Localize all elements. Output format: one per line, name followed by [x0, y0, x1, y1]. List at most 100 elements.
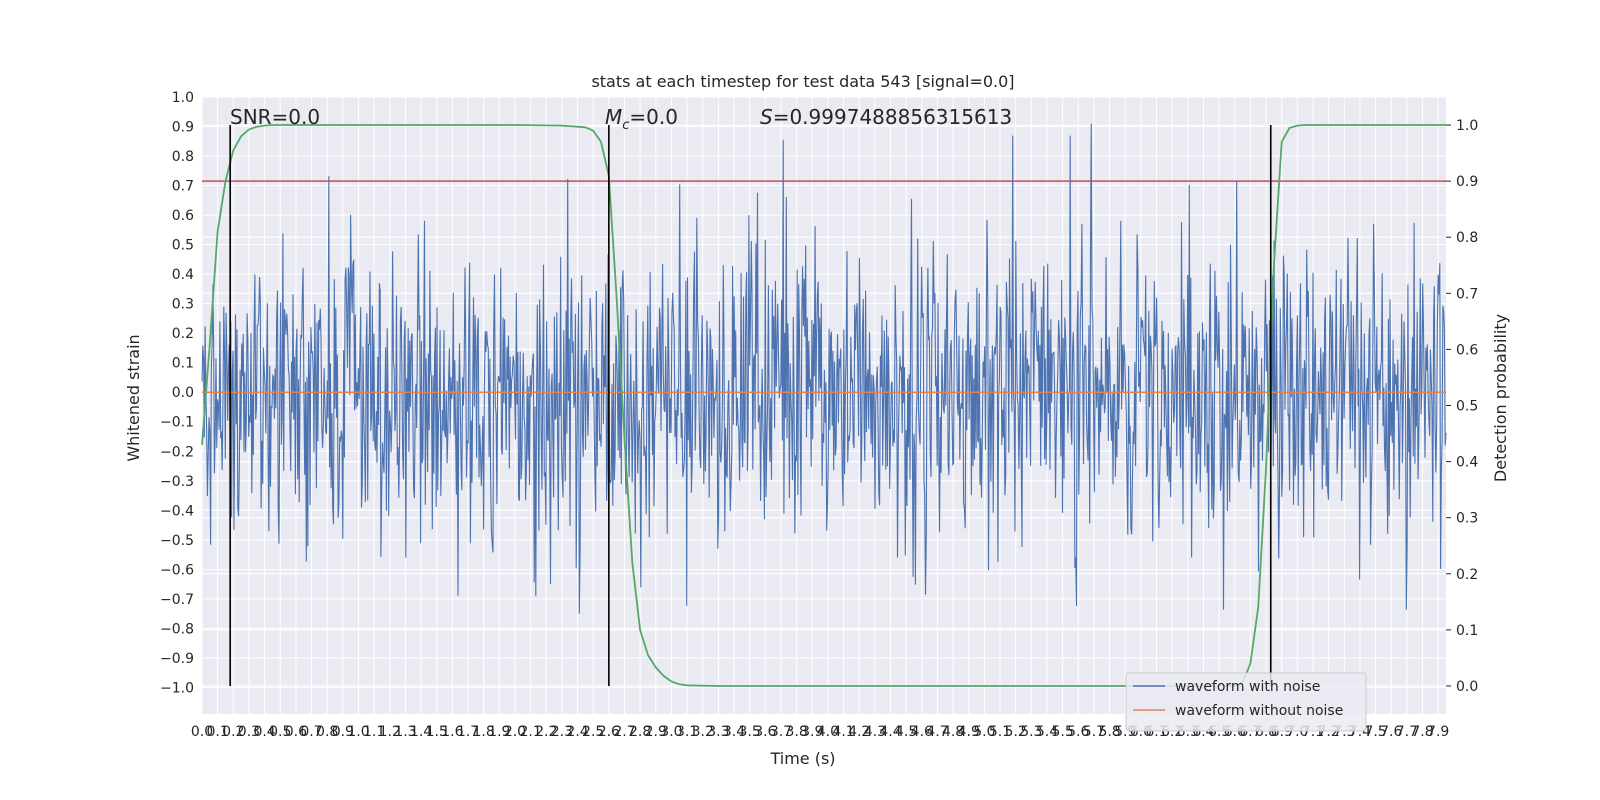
x-tick-label: 0.3: [238, 724, 260, 740]
x-tick-label: 5.2: [1005, 724, 1027, 740]
y2-tick-label: 0.4: [1456, 455, 1478, 471]
y2-tick-label: 0.1: [1456, 623, 1478, 639]
series-waveform-with-noise: [201, 123, 1447, 614]
x-tick-label: 4.0: [817, 724, 839, 740]
x-tick-label: 0.2: [222, 724, 244, 740]
x-tick-label: 3.0: [660, 724, 682, 740]
y-tick-label: 1.0: [172, 90, 194, 106]
y-axis-right-ticks: 0.0 0.1 0.2 0.3 0.4 0.5 0.6 0.7 0.8 0.9 1.0: [1446, 118, 1478, 695]
y-tick-label: −0.1: [160, 415, 194, 431]
x-tick-label: 0.6: [285, 724, 307, 740]
x-tick-label: 2.3: [551, 724, 573, 740]
y-tick-label: 0.8: [172, 149, 194, 165]
x-tick-label: 3.2: [692, 724, 714, 740]
x-tick-label: 3.9: [801, 724, 823, 740]
y2-tick-label: 0.7: [1456, 286, 1478, 302]
x-tick-label: 2.6: [598, 724, 620, 740]
x-tick-label: 4.1: [832, 724, 854, 740]
x-tick-label: 0.5: [269, 724, 291, 740]
x-tick-label: 4.5: [895, 724, 917, 740]
legend-box: [1125, 672, 1367, 732]
y2-tick-label: 0.0: [1456, 679, 1478, 695]
x-tick-label: 4.4: [879, 724, 901, 740]
y2-tick-label: 0.8: [1456, 230, 1478, 246]
x-tick-label: 1.0: [347, 724, 369, 740]
legend: waveform with noise waveform without noi…: [1125, 672, 1367, 732]
x-tick-label: 4.3: [864, 724, 886, 740]
y2-tick-label: 0.2: [1456, 567, 1478, 583]
chirp-mass-annotation: Mc=0.0: [605, 105, 678, 133]
x-tick-label: 4.9: [958, 724, 980, 740]
x-tick-label: 1.1: [363, 724, 385, 740]
x-tick-label: 7.8: [1411, 724, 1433, 740]
x-tick-label: 2.1: [519, 724, 541, 740]
x-tick-label: 0.4: [253, 724, 275, 740]
chirp-mass-symbol: M: [605, 105, 622, 129]
y-tick-label: −1.0: [160, 680, 194, 696]
y2-tick-label: 0.6: [1456, 342, 1478, 358]
y-tick-label: −0.8: [160, 621, 194, 637]
x-tick-label: 3.6: [754, 724, 776, 740]
legend-label-waveform-with-noise: waveform with noise: [1175, 679, 1320, 695]
y2-tick-label: 0.9: [1456, 174, 1478, 190]
vertical-markers: [229, 125, 1272, 686]
x-tick-label: 5.7: [1083, 724, 1105, 740]
x-axis-ticks: 0.00.10.20.30.40.50.60.70.80.91.01.11.21…: [191, 724, 1449, 740]
x-tick-label: 2.5: [582, 724, 604, 740]
legend-label-waveform-without-noise: waveform without noise: [1175, 703, 1343, 719]
x-tick-label: 0.8: [316, 724, 338, 740]
x-tick-label: 5.0: [973, 724, 995, 740]
y-tick-label: 0.7: [172, 179, 194, 195]
x-tick-label: 0.0: [191, 724, 213, 740]
x-tick-label: 7.6: [1380, 724, 1402, 740]
y-tick-label: 0.3: [172, 297, 194, 313]
y-tick-label: −0.5: [160, 533, 194, 549]
score-symbol: S: [760, 105, 773, 129]
waveform-with-noise-line: [201, 123, 1447, 614]
chart-title: stats at each timestep for test data 543…: [591, 72, 1014, 91]
x-tick-label: 2.2: [535, 724, 557, 740]
x-tick-label: 1.5: [426, 724, 448, 740]
x-tick-label: 2.4: [566, 724, 588, 740]
score-annotation: S=0.9997488856315613: [760, 105, 1012, 129]
x-tick-label: 5.1: [989, 724, 1011, 740]
score-value: =0.9997488856315613: [773, 105, 1012, 129]
y-tick-label: −0.9: [160, 651, 194, 667]
y-tick-label: −0.7: [160, 592, 194, 608]
chirp-mass-subscript: c: [622, 118, 629, 133]
x-tick-label: 4.6: [911, 724, 933, 740]
x-tick-label: 3.8: [785, 724, 807, 740]
x-tick-label: 1.9: [488, 724, 510, 740]
x-tick-label: 1.4: [410, 724, 432, 740]
y-tick-label: 0.6: [172, 208, 194, 224]
x-tick-label: 3.1: [676, 724, 698, 740]
x-tick-label: 5.5: [1051, 724, 1073, 740]
y-tick-label: −0.2: [160, 444, 194, 460]
x-tick-label: 2.9: [645, 724, 667, 740]
x-tick-label: 5.6: [1067, 724, 1089, 740]
y-tick-label: −0.4: [160, 503, 194, 519]
x-tick-label: 1.3: [394, 724, 416, 740]
y2-tick-label: 1.0: [1456, 118, 1478, 134]
x-tick-label: 2.0: [504, 724, 526, 740]
x-tick-label: 4.8: [942, 724, 964, 740]
x-tick-label: 7.5: [1364, 724, 1386, 740]
x-tick-label: 2.7: [613, 724, 635, 740]
y2-tick-label: 0.5: [1456, 399, 1478, 415]
x-tick-label: 1.7: [457, 724, 479, 740]
y2-tick-label: 0.3: [1456, 511, 1478, 527]
x-tick-label: 0.7: [300, 724, 322, 740]
x-tick-label: 3.7: [770, 724, 792, 740]
y-tick-label: 0.1: [172, 356, 194, 372]
y-tick-label: 0.4: [172, 267, 194, 283]
x-tick-label: 5.3: [1020, 724, 1042, 740]
x-tick-label: 2.8: [629, 724, 651, 740]
y-axis-label: Whitened strain: [124, 334, 143, 461]
chirp-mass-value: =0.0: [629, 105, 678, 129]
x-axis-label: Time (s): [769, 749, 835, 768]
x-tick-label: 7.9: [1427, 724, 1449, 740]
x-tick-label: 0.1: [207, 724, 229, 740]
snr-annotation: SNR=0.0: [230, 105, 320, 129]
y-tick-label: 0.9: [172, 120, 194, 136]
x-tick-label: 4.2: [848, 724, 870, 740]
